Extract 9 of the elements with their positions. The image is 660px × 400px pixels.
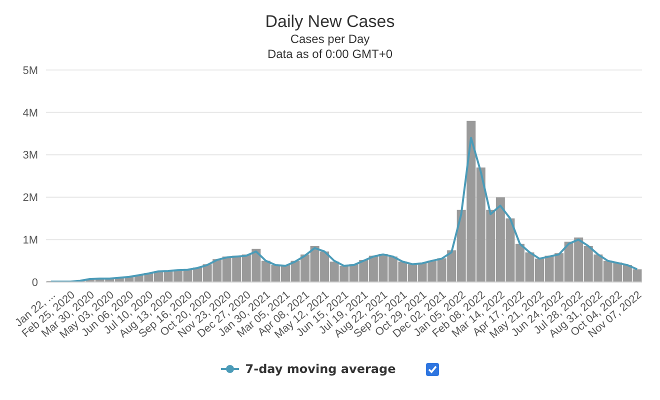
y-tick-label: 0: [32, 276, 38, 289]
y-tick-label: 3M: [22, 150, 38, 162]
legend-label: 7-day moving average: [244, 362, 396, 376]
chart-subtitle: Cases per Day Data as of 0:00 GMT+0: [266, 32, 394, 62]
y-tick-label: 4M: [22, 107, 38, 120]
y-tick-label: 1M: [22, 234, 38, 247]
y-tick-label: 2M: [22, 192, 38, 204]
chart-title: Daily New Cases: [264, 11, 396, 32]
y-tick-label: 5M: [22, 64, 38, 77]
